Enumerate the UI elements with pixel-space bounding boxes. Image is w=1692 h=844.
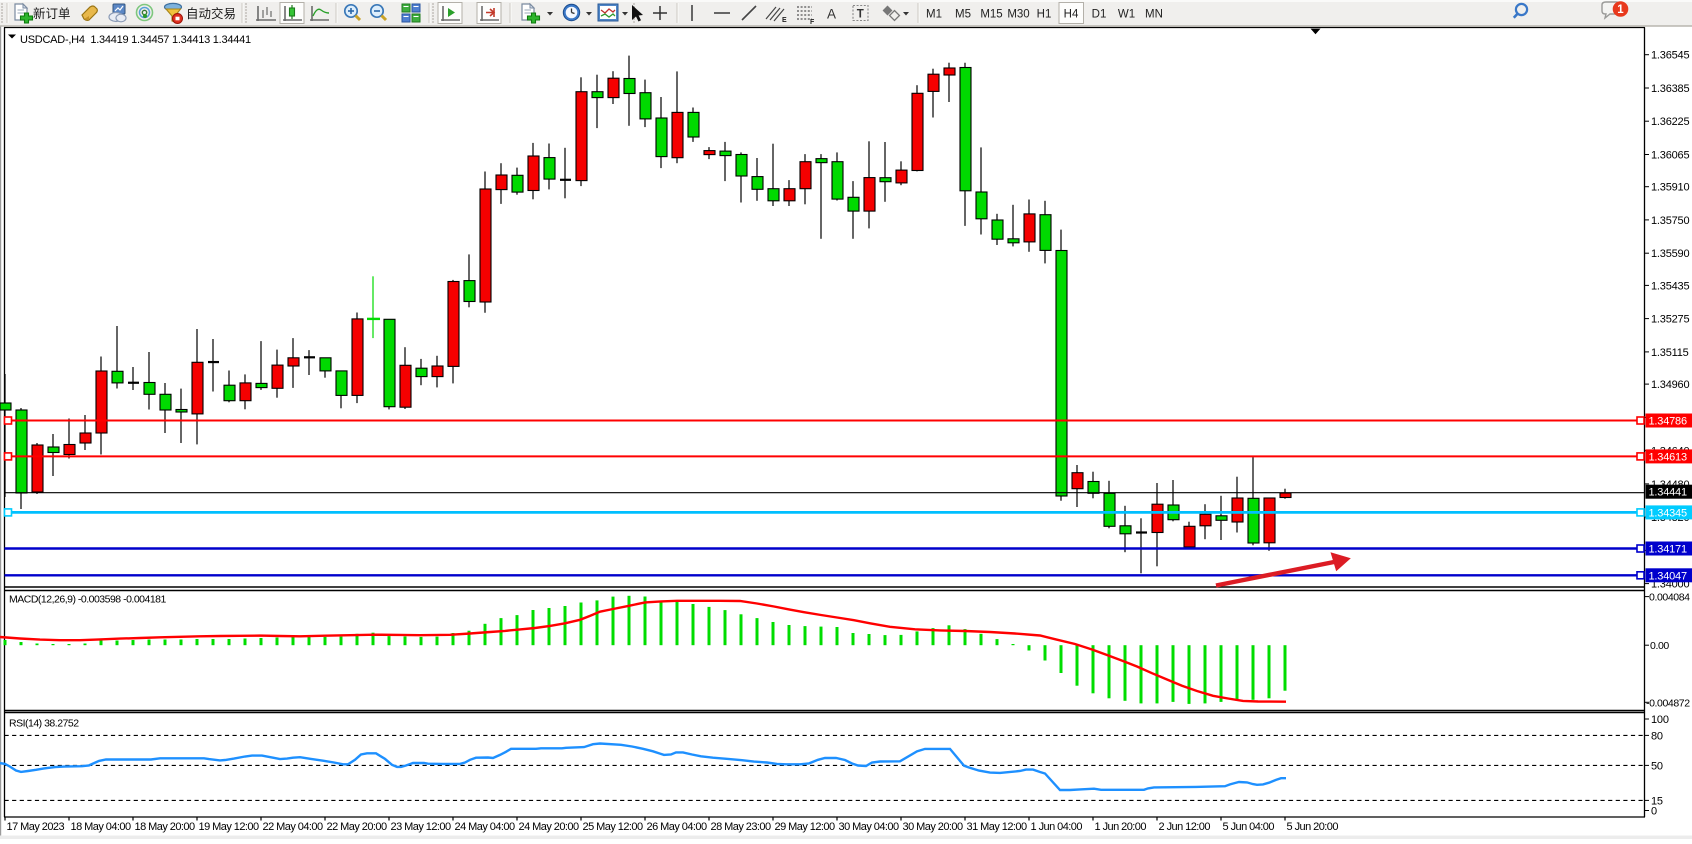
svg-text:MACD(12,26,9) -0.003598 -0.004: MACD(12,26,9) -0.003598 -0.004181	[9, 594, 167, 606]
svg-text:H1: H1	[1037, 9, 1052, 21]
svg-text:18 May 20:00: 18 May 20:00	[135, 821, 195, 833]
svg-text:1.35750: 1.35750	[1651, 215, 1689, 227]
svg-text:1.36545: 1.36545	[1651, 50, 1689, 62]
svg-text:1.34960: 1.34960	[1651, 379, 1689, 391]
svg-text:5 Jun 20:00: 5 Jun 20:00	[1287, 821, 1339, 833]
svg-text:0.00: 0.00	[1650, 640, 1669, 652]
svg-text:17 May 2023: 17 May 2023	[7, 821, 65, 833]
svg-text:M15: M15	[980, 9, 1002, 21]
svg-text:19 May 12:00: 19 May 12:00	[199, 821, 259, 833]
svg-text:1.36385: 1.36385	[1651, 83, 1689, 95]
svg-text:22 May 20:00: 22 May 20:00	[327, 821, 387, 833]
svg-text:18 May 04:00: 18 May 04:00	[71, 821, 131, 833]
svg-text:2 Jun 12:00: 2 Jun 12:00	[1159, 821, 1211, 833]
svg-text:100: 100	[1651, 714, 1669, 726]
svg-text:M1: M1	[926, 9, 942, 21]
svg-text:F: F	[810, 19, 815, 26]
svg-text:1.35435: 1.35435	[1651, 280, 1689, 292]
svg-text:A: A	[827, 7, 836, 22]
svg-text:0: 0	[1651, 806, 1657, 818]
svg-text:1.34786: 1.34786	[1649, 416, 1687, 428]
svg-text:29 May 12:00: 29 May 12:00	[775, 821, 835, 833]
svg-text:5 Jun 04:00: 5 Jun 04:00	[1223, 821, 1275, 833]
svg-text:22 May 04:00: 22 May 04:00	[263, 821, 323, 833]
svg-text:1.35275: 1.35275	[1651, 314, 1689, 326]
svg-text:1.35910: 1.35910	[1651, 182, 1689, 194]
svg-text:E: E	[782, 17, 787, 24]
svg-text:30 May 04:00: 30 May 04:00	[839, 821, 899, 833]
svg-text:-0.004872: -0.004872	[1646, 697, 1690, 709]
svg-text:1: 1	[1617, 4, 1624, 16]
svg-text:1.34345: 1.34345	[1649, 507, 1687, 519]
svg-text:M30: M30	[1007, 9, 1029, 21]
svg-text:50: 50	[1651, 760, 1663, 772]
svg-text:24 May 20:00: 24 May 20:00	[519, 821, 579, 833]
svg-text:1.34441: 1.34441	[1649, 487, 1687, 499]
svg-text:26 May 04:00: 26 May 04:00	[647, 821, 707, 833]
svg-text:28 May 23:00: 28 May 23:00	[711, 821, 771, 833]
svg-text:1.36225: 1.36225	[1651, 116, 1689, 128]
svg-text:M5: M5	[955, 9, 971, 21]
svg-text:新订单: 新订单	[33, 6, 71, 21]
svg-text:USDCAD-,H4 1.34419 1.34457 1.: USDCAD-,H4 1.34419 1.34457 1.34413 1.344…	[20, 34, 251, 46]
svg-text:1.34613: 1.34613	[1649, 451, 1687, 463]
svg-text:自动交易: 自动交易	[186, 6, 236, 21]
svg-text:31 May 12:00: 31 May 12:00	[967, 821, 1027, 833]
svg-text:1.36065: 1.36065	[1651, 150, 1689, 162]
svg-text:0.004084: 0.004084	[1649, 592, 1690, 604]
svg-text:25 May 12:00: 25 May 12:00	[583, 821, 643, 833]
svg-text:W1: W1	[1118, 9, 1135, 21]
svg-text:T: T	[857, 9, 864, 21]
svg-text:1 Jun 04:00: 1 Jun 04:00	[1031, 821, 1083, 833]
svg-text:30 May 20:00: 30 May 20:00	[903, 821, 963, 833]
svg-text:MN: MN	[1145, 9, 1163, 21]
svg-text:1.35590: 1.35590	[1651, 248, 1689, 260]
svg-text:D1: D1	[1092, 9, 1107, 21]
svg-text:1 Jun 20:00: 1 Jun 20:00	[1095, 821, 1147, 833]
svg-text:H4: H4	[1064, 9, 1079, 21]
svg-text:1.34171: 1.34171	[1649, 544, 1687, 556]
svg-text:23 May 12:00: 23 May 12:00	[391, 821, 451, 833]
svg-text:RSI(14) 38.2752: RSI(14) 38.2752	[9, 718, 79, 730]
svg-text:1.35115: 1.35115	[1651, 347, 1689, 359]
svg-text:80: 80	[1651, 730, 1663, 742]
svg-text:24 May 04:00: 24 May 04:00	[455, 821, 515, 833]
svg-text:1.34047: 1.34047	[1649, 570, 1687, 582]
